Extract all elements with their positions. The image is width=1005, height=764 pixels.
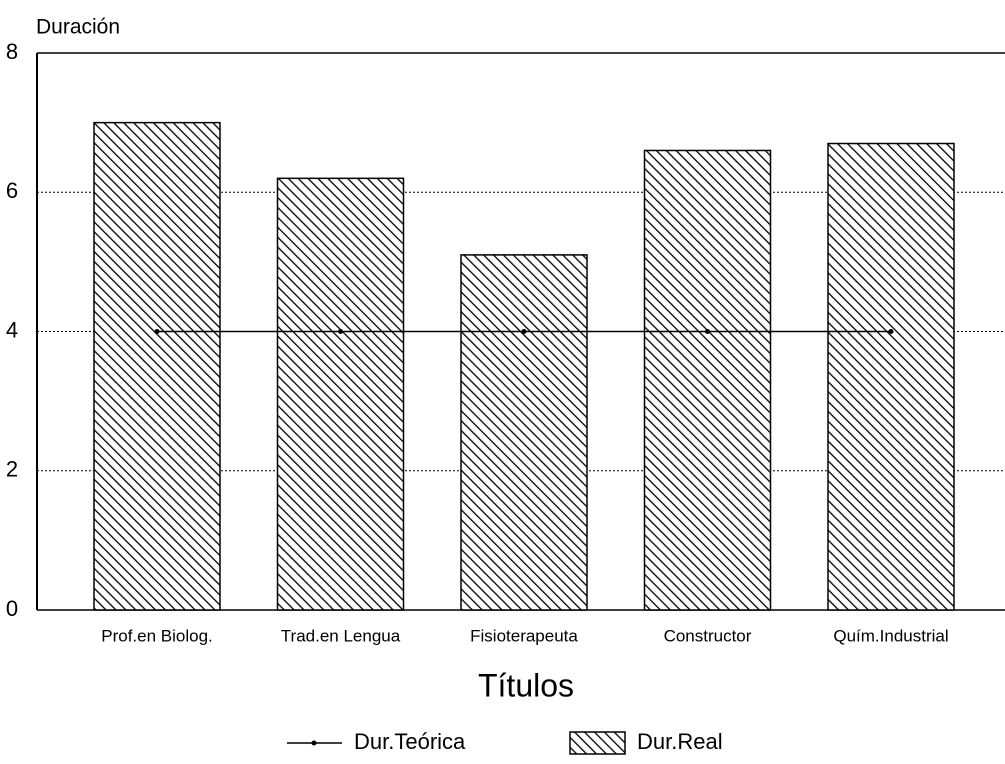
- line-marker: [154, 329, 160, 334]
- legend-label: Dur.Teórica: [354, 729, 466, 754]
- bar: [827, 142, 955, 611]
- line-marker: [705, 329, 710, 334]
- bar: [276, 177, 405, 611]
- y-tick-label: 8: [6, 39, 18, 64]
- legend-label: Dur.Real: [637, 729, 723, 754]
- x-tick-label: Fisioterapeuta: [470, 626, 578, 645]
- line-marker: [521, 329, 527, 334]
- x-tick-label: Constructor: [664, 626, 752, 645]
- y-tick-label: 4: [6, 317, 18, 342]
- y-tick-label: 6: [6, 178, 18, 203]
- bar: [93, 121, 221, 611]
- y-tick-label: 0: [6, 596, 18, 621]
- bar: [643, 149, 772, 611]
- line-marker: [338, 329, 343, 334]
- x-axis-label: Títulos: [478, 667, 574, 703]
- x-tick-label: Trad.en Lengua: [281, 626, 401, 645]
- x-tick-label: Quím.Industrial: [833, 626, 948, 645]
- line-marker: [888, 329, 894, 334]
- y-tick-label: 2: [6, 457, 18, 482]
- legend-marker: [311, 740, 317, 746]
- bar: [460, 254, 588, 611]
- legend-swatch: [569, 731, 626, 755]
- x-tick-label: Prof.en Biolog.: [101, 626, 213, 645]
- y-axis-label: Duración: [36, 16, 120, 39]
